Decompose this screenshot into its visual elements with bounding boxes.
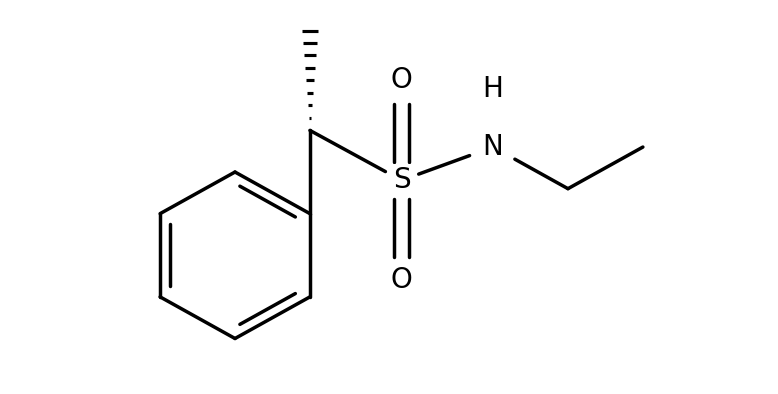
Text: S: S (393, 166, 410, 194)
Text: H: H (482, 75, 503, 103)
Text: O: O (391, 67, 412, 95)
Text: N: N (482, 133, 503, 161)
Text: O: O (391, 266, 412, 294)
